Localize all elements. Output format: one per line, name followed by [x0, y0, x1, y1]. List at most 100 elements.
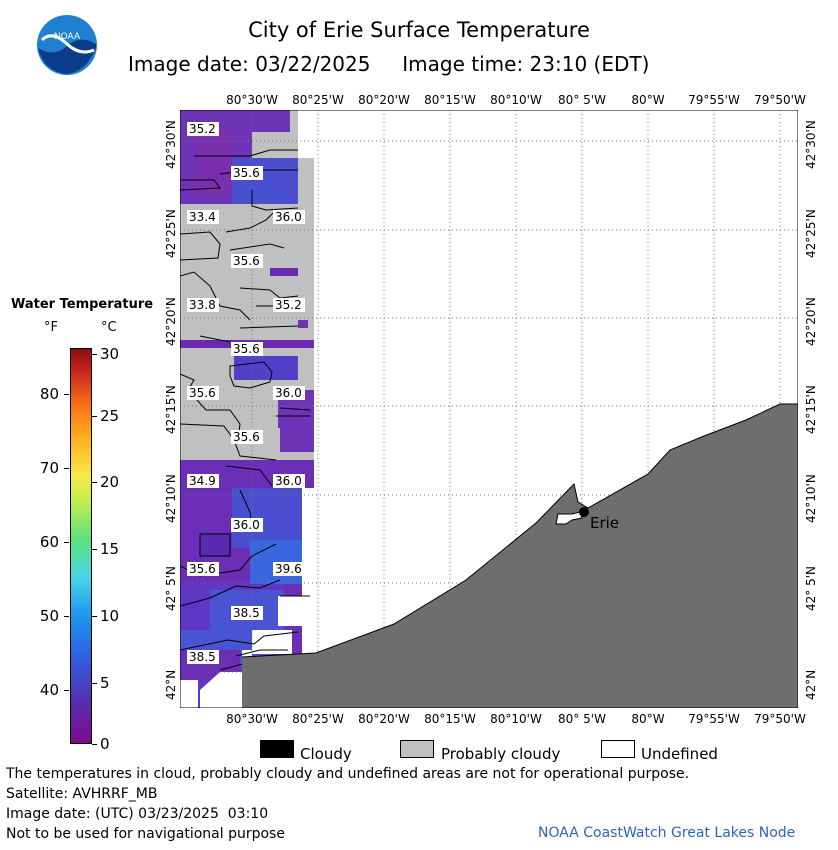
city-label: Erie	[590, 514, 619, 532]
contour-lines	[179, 149, 311, 671]
temperature-colorbar	[70, 348, 92, 744]
contour-label-bg	[231, 254, 263, 268]
longitude-label-top: 80°30'W	[226, 93, 278, 107]
contour-label: 35.6	[189, 386, 216, 400]
footer-note: The temperatures in cloud, probably clou…	[6, 766, 690, 782]
longitude-label-top: 80° 5'W	[558, 93, 606, 107]
longitude-label-bottom: 80°10'W	[490, 712, 542, 726]
contour-label: 36.0	[275, 386, 302, 400]
longitude-label-bottom: 80°25'W	[292, 712, 344, 726]
celsius-tick-mark	[92, 549, 97, 550]
fahrenheit-tick-label: 50	[39, 607, 59, 625]
celsius-tick-mark	[92, 354, 97, 355]
celsius-tick-label: 0	[100, 735, 110, 753]
contour-label: 34.9	[189, 474, 216, 488]
contour-label: 35.2	[189, 122, 216, 136]
latitude-label-left: 42°N	[164, 669, 178, 700]
longitude-label-top: 80°10'W	[490, 93, 542, 107]
contour-label: 38.5	[233, 606, 260, 620]
latitude-label-left: 42°20'N	[164, 297, 178, 346]
footer-nav-warning: Not to be used for navigational purpose	[6, 826, 285, 842]
latitude-label-right: 42°15'N	[804, 385, 818, 434]
contour-label: 33.8	[189, 298, 216, 312]
celsius-tick-label: 10	[100, 607, 120, 625]
cloudy-swatch	[260, 740, 294, 758]
probably-cloudy-swatch	[400, 740, 434, 758]
fahrenheit-tick-mark	[64, 394, 69, 395]
contour-label-bg	[231, 606, 263, 620]
celsius-tick-label: 25	[100, 407, 120, 425]
fahrenheit-tick-mark	[64, 690, 69, 691]
contour-label: 36.0	[275, 210, 302, 224]
contour-labels: 35.2 35.6 33.4 36.0 35.6 33.8 35.2 35.6 35.6 36.0…	[187, 122, 305, 664]
contour-label: 35.6	[233, 166, 260, 180]
contour-label-bg	[187, 386, 219, 400]
latitude-label-right: 42°25'N	[804, 209, 818, 258]
contour-label-bg	[231, 430, 263, 444]
longitude-label-bottom: 80°W	[631, 712, 665, 726]
longitude-label-top: 79°55'W	[688, 93, 740, 107]
longitude-label-bottom: 80°15'W	[424, 712, 476, 726]
contour-label: 33.4	[189, 210, 216, 224]
contour-label: 35.2	[275, 298, 302, 312]
latitude-label-left: 42°10'N	[164, 474, 178, 523]
contour-label: 38.5	[189, 650, 216, 664]
latitude-label-left: 42° 5'N	[164, 566, 178, 611]
contour-label-bg	[231, 166, 263, 180]
contour-label-bg	[231, 342, 263, 356]
celsius-tick-mark	[92, 744, 97, 745]
contour-label-bg	[231, 518, 263, 532]
fahrenheit-tick-mark	[64, 616, 69, 617]
contour-label-bg	[273, 298, 305, 312]
contour-label: 35.6	[233, 254, 260, 268]
map-area: Erie 35.2 35.6 33.4 36.0 35.6 33.8 35.2 35.6 35.…	[179, 109, 799, 709]
footer-satellite: Satellite: AVHRRF_MB	[6, 786, 158, 802]
legend-title: Water Temperature	[11, 297, 154, 312]
celsius-tick-label: 20	[100, 473, 120, 491]
celsius-tick-mark	[92, 482, 97, 483]
fahrenheit-tick-mark	[64, 542, 69, 543]
contour-label: 35.6	[233, 430, 260, 444]
celsius-tick-label: 5	[100, 674, 110, 692]
celsius-tick-label: 15	[100, 540, 120, 558]
contour-label-bg	[273, 386, 305, 400]
celsius-tick-label: 30	[100, 345, 120, 363]
fahrenheit-tick-label: 80	[39, 385, 59, 403]
erie-peninsula	[555, 511, 583, 525]
contour-label: 36.0	[275, 474, 302, 488]
footer-utc-date: Image date: (UTC) 03/23/2025 03:10	[6, 806, 269, 822]
longitude-label-bottom: 79°50'W	[754, 712, 806, 726]
unit-celsius: °C	[101, 320, 117, 335]
contour-label-bg	[273, 210, 305, 224]
celsius-tick-mark	[92, 683, 97, 684]
contour-label-bg	[187, 122, 219, 136]
contour-label-bg	[187, 650, 219, 664]
footer-credit: NOAA CoastWatch Great Lakes Node	[538, 825, 796, 841]
image-datetime: Image date: 03/22/2025 Image time: 23:10…	[128, 52, 649, 76]
latitude-label-right: 42°20'N	[804, 297, 818, 346]
latitude-label-right: 42°10'N	[804, 474, 818, 523]
contour-label-bg	[273, 562, 305, 576]
longitude-label-top: 80°20'W	[358, 93, 410, 107]
longitude-label-bottom: 80°30'W	[226, 712, 278, 726]
latitude-label-left: 42°15'N	[164, 385, 178, 434]
contour-label-bg	[187, 298, 219, 312]
longitude-label-bottom: 80° 5'W	[558, 712, 606, 726]
latitude-label-right: 42°30'N	[804, 120, 818, 169]
celsius-tick-mark	[92, 416, 97, 417]
fahrenheit-tick-label: 40	[39, 681, 59, 699]
contour-label: 39.6	[275, 562, 302, 576]
latitude-label-right: 42°N	[804, 669, 818, 700]
longitude-label-top: 79°50'W	[754, 93, 806, 107]
probably-cloudy-label: Probably cloudy	[441, 745, 561, 763]
latitude-label-left: 42°25'N	[164, 209, 178, 258]
image-date: Image date: 03/22/2025	[128, 52, 371, 76]
celsius-tick-mark	[92, 616, 97, 617]
contour-label: 35.6	[189, 562, 216, 576]
logo-text: NOAA	[54, 32, 81, 42]
contour-label-bg	[187, 474, 219, 488]
latitude-label-left: 42°30'N	[164, 120, 178, 169]
fahrenheit-tick-label: 60	[39, 533, 59, 551]
latitude-label-right: 42° 5'N	[804, 566, 818, 611]
longitude-label-bottom: 79°55'W	[688, 712, 740, 726]
